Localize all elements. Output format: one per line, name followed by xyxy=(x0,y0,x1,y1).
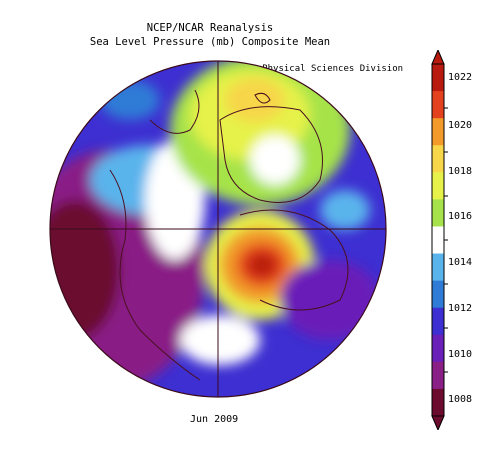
colorbar-segment xyxy=(432,172,444,200)
tick-1022: 1022 xyxy=(448,72,473,83)
tick-1014: 1014 xyxy=(448,257,473,268)
tick-1012: 1012 xyxy=(448,303,473,314)
tick-1018: 1018 xyxy=(448,166,473,177)
coastlines xyxy=(109,89,349,381)
colorbar-arrow-top xyxy=(431,50,445,65)
colorbar-segment xyxy=(432,388,444,417)
colorbar-segment xyxy=(432,145,444,173)
colorbar-segment xyxy=(432,64,444,92)
colorbar-segment xyxy=(432,334,444,363)
colorbar-segment xyxy=(432,253,444,282)
polar-pressure-map xyxy=(49,60,387,398)
tick-1010: 1010 xyxy=(448,349,473,360)
colorbar-segment xyxy=(432,199,444,227)
colorbar-segment xyxy=(432,307,444,336)
pressure-field xyxy=(50,61,386,397)
tick-1016: 1016 xyxy=(448,211,473,222)
colorbar-segment xyxy=(432,361,444,390)
credit-label: NOAA/ESRL Physical Sciences Division xyxy=(208,64,404,74)
colorbar-segment xyxy=(432,91,444,119)
colorbar xyxy=(431,50,448,430)
colorbar-arrow-bottom xyxy=(431,415,445,430)
colorbar-segment xyxy=(432,118,444,146)
colorbar-segment xyxy=(432,280,444,309)
title-line-1: NCEP/NCAR Reanalysis xyxy=(146,22,274,34)
colorbar-segment xyxy=(432,226,444,255)
tick-1008: 1008 xyxy=(448,394,473,405)
date-label: Jun 2009 xyxy=(190,414,239,425)
tick-1020: 1020 xyxy=(448,120,473,131)
title-line-2: Sea Level Pressure (mb) Composite Mean xyxy=(89,36,331,48)
